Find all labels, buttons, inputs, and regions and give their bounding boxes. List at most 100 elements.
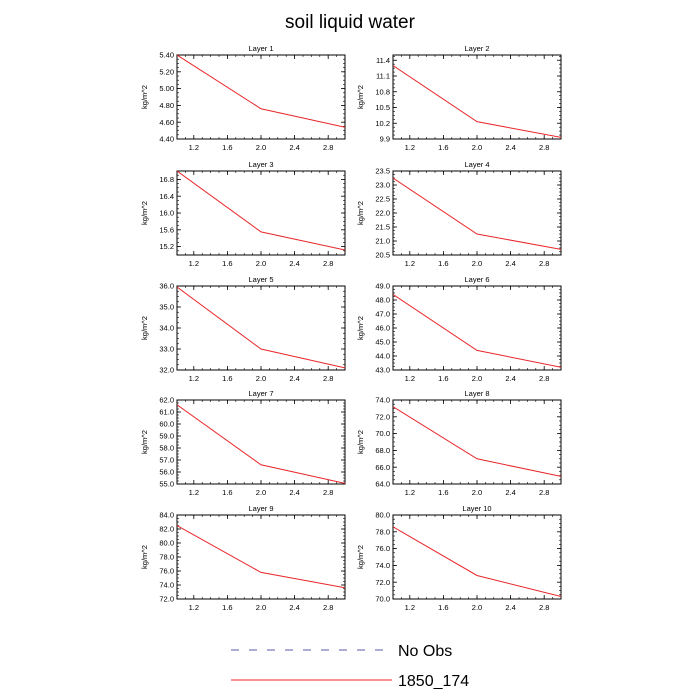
layer-3-plot-frame [176,170,346,256]
figure-title: soil liquid water [285,12,416,33]
layer-3-ytick-label: 16.0 [159,209,174,218]
layer-8-xtick-label: 2.0 [472,488,482,497]
layer-1-xtick-label: 2.0 [256,143,266,152]
layer-5-xtick-label: 2.4 [289,374,299,383]
layer-8-ytick-label: 68.0 [375,446,390,455]
layer-3-xtick-label: 2.8 [323,259,333,268]
layer-4-ytick-label: 20.5 [375,251,390,260]
layer-7-ytick-label: 62.0 [159,396,174,405]
layer-5-ylabel: kg/m^2 [140,316,149,340]
layer-9-ytick-label: 74.0 [159,581,174,590]
panel-layer-7: Layer 7 kg/m^2 1.2 1.6 2.0 2.4 2.8 55.0 56.0 57.0… [140,389,346,497]
layer-1-ytick-label: 4.60 [159,118,174,127]
layer-7-ytick-label: 55.0 [159,480,174,489]
layer-7-title: Layer 7 [248,389,273,398]
layer-6-xtick-label: 2.4 [505,374,515,383]
layer-8-ytick-label: 70.0 [375,429,390,438]
layer-9-ytick-label: 82.0 [159,525,174,534]
chart-panels: Layer 1 kg/m^2 1.2 1.6 2.0 2.4 2.8 4.40 4.60 4.80… [140,44,562,612]
layer-1-xtick-label: 1.2 [189,143,199,152]
layer-1-ytick-label: 5.40 [159,51,174,60]
layer-2-ytick-label: 9.9 [380,135,390,144]
layer-8-ylabel: kg/m^2 [356,430,365,454]
legend-label-no-obs: No Obs [398,643,452,660]
panel-layer-10: Layer 10 kg/m^2 1.2 1.6 2.0 2.4 2.8 70.0 72.0 74.… [356,504,562,612]
layer-9-ylabel: kg/m^2 [140,545,149,569]
panel-layer-5: Layer 5 kg/m^2 1.2 1.6 2.0 2.4 2.8 32.0 33.0 34.0… [140,275,346,383]
layer-8-ytick-label: 64.0 [375,480,390,489]
panel-layer-6: Layer 6 kg/m^2 1.2 1.6 2.0 2.4 2.8 43.0 44.0 45.0… [356,275,562,383]
layer-8-xtick-label: 2.4 [505,488,515,497]
layer-4-xtick-label: 1.2 [405,259,415,268]
layer-10-xtick-label: 1.2 [405,603,415,612]
panel-layer-2: Layer 2 kg/m^2 1.2 1.6 2.0 2.4 2.8 9.9 10.2 10.5 1… [356,44,562,152]
layer-10-series-line [393,526,561,597]
layer-5-ytick-label: 32.0 [159,366,174,375]
layer-3-xtick-label: 1.2 [189,259,199,268]
layer-6-ytick-label: 43.0 [375,366,390,375]
layer-4-title: Layer 4 [464,160,489,169]
layer-8-xtick-label: 1.2 [405,488,415,497]
layer-2-ytick-label: 10.2 [375,119,390,128]
layer-8-ytick-label: 66.0 [375,463,390,472]
layer-3-series-line [177,171,345,251]
layer-8-xtick-label: 2.8 [539,488,549,497]
layer-5-ytick-label: 33.0 [159,345,174,354]
layer-9-ytick-label: 76.0 [159,567,174,576]
layer-6-xtick-label: 2.0 [472,374,482,383]
layer-7-xtick-label: 2.8 [323,488,333,497]
layer-2-plot-frame [392,54,562,140]
layer-9-title: Layer 9 [248,504,273,513]
layer-5-xtick-label: 1.2 [189,374,199,383]
layer-7-ytick-label: 59.0 [159,432,174,441]
legend: No Obs 1850_174 [231,643,469,690]
layer-1-ylabel: kg/m^2 [140,85,149,109]
layer-7-ytick-label: 57.0 [159,456,174,465]
layer-7-xtick-label: 2.4 [289,488,299,497]
layer-4-ylabel: kg/m^2 [356,201,365,225]
panel-layer-3: Layer 3 kg/m^2 1.2 1.6 2.0 2.4 2.8 15.2 15.6 16.0… [140,160,346,268]
layer-5-xtick-label: 2.0 [256,374,266,383]
layer-9-ytick-label: 84.0 [159,511,174,520]
layer-5-series-line [177,286,345,369]
layer-6-plot-frame [392,285,562,371]
layer-10-ytick-label: 70.0 [375,595,390,604]
layer-10-xtick-label: 2.8 [539,603,549,612]
layer-9-ytick-label: 78.0 [159,553,174,562]
layer-6-ytick-label: 44.0 [375,352,390,361]
layer-2-ytick-label: 11.4 [376,56,390,65]
layer-8-xtick-label: 1.6 [438,488,448,497]
layer-4-xtick-label: 2.0 [472,259,482,268]
layer-1-xtick-label: 1.6 [222,143,232,152]
layer-6-series-line [393,293,561,368]
layer-6-xtick-label: 2.8 [539,374,549,383]
layer-4-ytick-label: 22.5 [375,195,390,204]
layer-8-title: Layer 8 [464,389,489,398]
layer-1-plot-frame [176,54,346,140]
layer-2-ytick-label: 10.5 [375,103,390,112]
panel-layer-8: Layer 8 kg/m^2 1.2 1.6 2.0 2.4 2.8 64.0 66.0 68.0… [356,389,562,497]
layer-3-title: Layer 3 [248,160,273,169]
layer-6-ytick-label: 48.0 [375,296,390,305]
layer-3-xtick-label: 2.0 [256,259,266,268]
layer-9-xtick-label: 1.2 [189,603,199,612]
layer-10-ytick-label: 78.0 [375,527,390,536]
panel-layer-9: Layer 9 kg/m^2 1.2 1.6 2.0 2.4 2.8 72.0 74.0 76.0… [140,504,346,612]
layer-4-ytick-label: 21.0 [375,237,390,246]
layer-9-plot-frame [176,514,346,600]
layer-10-title: Layer 10 [462,504,491,513]
layer-1-title: Layer 1 [248,44,273,53]
layer-6-ylabel: kg/m^2 [356,316,365,340]
layer-9-ytick-label: 72.0 [159,595,174,604]
layer-7-ytick-label: 56.0 [159,468,174,477]
panel-layer-1: Layer 1 kg/m^2 1.2 1.6 2.0 2.4 2.8 4.40 4.60 4.80… [140,44,346,152]
layer-4-ytick-label: 23.5 [375,167,390,176]
layer-2-xtick-label: 1.2 [405,143,415,152]
layer-5-plot-frame [176,285,346,371]
layer-6-ytick-label: 46.0 [375,324,390,333]
layer-7-xtick-label: 1.2 [189,488,199,497]
layer-7-plot-frame [176,399,346,485]
layer-3-ytick-label: 15.2 [159,242,174,251]
layer-2-ytick-label: 11.1 [376,72,390,81]
